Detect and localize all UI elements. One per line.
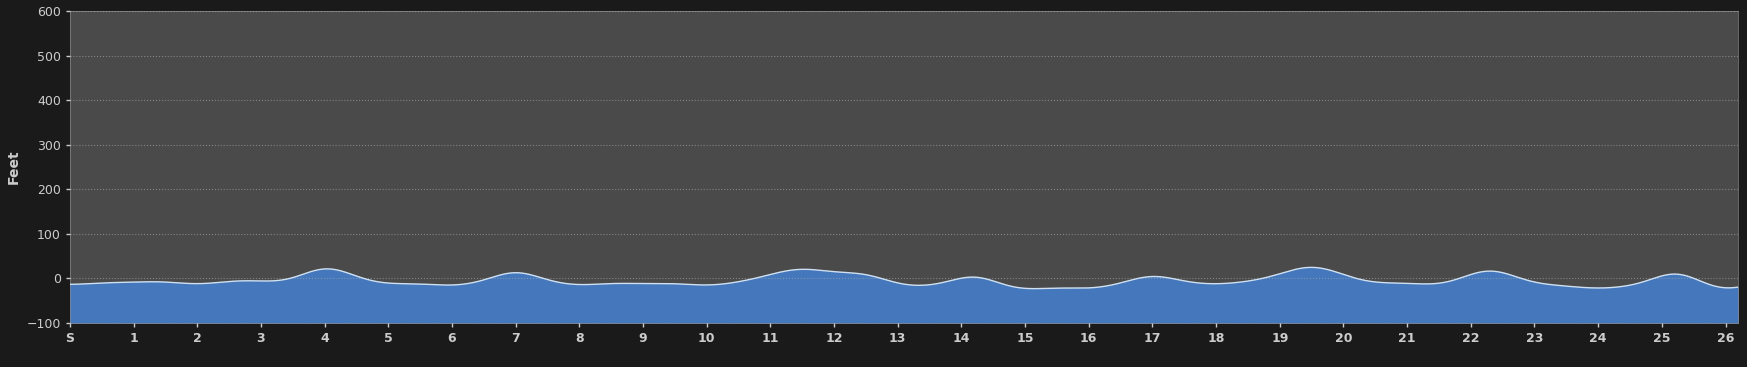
Y-axis label: Feet: Feet	[7, 150, 21, 184]
